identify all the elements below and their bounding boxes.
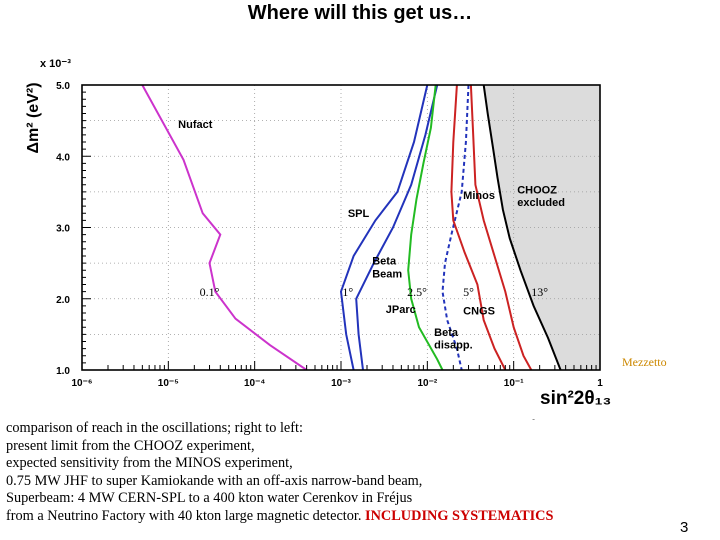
description-line: from a Neutrino Factory with 40 kton lar… (6, 507, 362, 524)
series-line-spl (339, 85, 429, 370)
y-tick-label: 5.0 (56, 81, 70, 92)
series-layer (141, 85, 562, 370)
region-label: JParc (386, 304, 416, 316)
x-tick-label: 1 (597, 378, 603, 389)
y-axis-label: Δm² (eV²) (25, 82, 42, 153)
description-line: Superbeam: 4 MW CERN-SPL to a 400 kton w… (6, 490, 413, 507)
x-axis-label-secondary: sin²θ₁₃ (518, 417, 550, 420)
page-title: Where will this get us… (247, 2, 473, 24)
angle-label: 0.1° (200, 285, 220, 299)
region-label: disapp. (434, 340, 473, 352)
y-tick-label: 1.0 (56, 366, 70, 377)
x-axis-label: sin²2θ₁₃ (540, 388, 611, 409)
region-label: Beta (372, 256, 397, 268)
series-line-beta-beam (407, 85, 444, 370)
x-tick-label: 10⁻⁴ (244, 378, 265, 389)
region-label: Nufact (178, 119, 213, 131)
angle-label: 13° (531, 285, 548, 299)
axes-frame (81, 84, 601, 371)
description-line: expected sensitivity from the MINOS expe… (6, 455, 293, 472)
angle-label: 2.5° (407, 285, 427, 299)
x-tick-label: 10⁻⁵ (158, 378, 179, 389)
x-tick-label: 10⁻² (417, 378, 437, 389)
x-tick-label: 10⁻⁶ (71, 378, 92, 389)
region-label: CNGS (463, 305, 495, 317)
description-line: present limit from the CHOOZ experiment, (6, 437, 255, 454)
angle-label: 5° (463, 285, 474, 299)
credit-label: Mezzetto (622, 355, 667, 369)
systematics-highlight: INCLUDING SYSTEMATICS (365, 507, 554, 524)
series-line-cngs (450, 85, 507, 370)
y-tick-label: 2.0 (56, 295, 70, 306)
x-tick-label: 10⁻³ (331, 378, 351, 389)
description-block: comparison of reach in the oscillations;… (6, 420, 706, 526)
x-tick-label: 10⁻¹ (504, 378, 524, 389)
series-line-nufact (141, 85, 308, 370)
y-tick-label: 4.0 (56, 152, 70, 163)
series-line-minos (469, 85, 533, 370)
description-line-final: from a Neutrino Factory with 40 kton lar… (6, 508, 706, 526)
y-tick-label: 3.0 (56, 224, 70, 235)
sensitivity-chart: 1.0 2.0 3.0 4.0 5.0 10⁻⁶ 10⁻⁵ 10⁻⁴ 10⁻³ 10⁻² 10⁻¹ 1… (25, 58, 667, 420)
series-line-chooz (482, 85, 562, 370)
series-line-jparc (355, 85, 439, 370)
region-label: Minos (463, 190, 495, 202)
series-line-beta-disapp- (441, 85, 470, 370)
region-label: SPL (348, 208, 370, 220)
description-line: comparison of reach in the oscillations;… (6, 420, 303, 436)
page-number: 3 (680, 519, 689, 536)
region-label: excluded (517, 197, 565, 209)
y-axis-multiplier: x 10⁻³ (40, 58, 71, 70)
region-label: Beam (372, 268, 402, 280)
tick-labels: 1.0 2.0 3.0 4.0 5.0 10⁻⁶ 10⁻⁵ 10⁻⁴ 10⁻³ 10⁻² 10⁻¹ 1… (25, 58, 611, 420)
description-line: 0.75 MW JHF to super Kamiokande with an … (6, 472, 423, 489)
angle-label: 1° (342, 285, 353, 299)
region-label: Beta (434, 327, 459, 339)
region-label: CHOOZ (517, 184, 557, 196)
